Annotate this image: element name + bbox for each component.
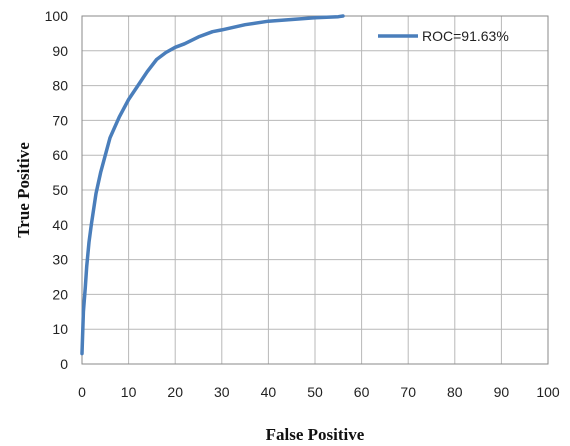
- y-tick-label: 0: [60, 356, 68, 372]
- y-tick-label: 20: [52, 286, 68, 302]
- y-tick-label: 70: [52, 112, 68, 128]
- y-tick-label: 90: [52, 43, 68, 59]
- y-tick-label: 60: [52, 147, 68, 163]
- x-tick-label: 70: [400, 384, 416, 400]
- x-tick-label: 0: [78, 384, 86, 400]
- y-axis-ticks: 0 10 20 30 40 50 60 70 80 90 100: [45, 8, 69, 372]
- x-tick-label: 90: [494, 384, 510, 400]
- x-tick-label: 10: [121, 384, 137, 400]
- x-tick-label: 50: [307, 384, 323, 400]
- legend-label: ROC=91.63%: [422, 28, 509, 44]
- x-tick-label: 80: [447, 384, 463, 400]
- x-tick-label: 40: [261, 384, 277, 400]
- y-axis-title: True Positive: [14, 142, 33, 238]
- x-tick-label: 60: [354, 384, 370, 400]
- legend: ROC=91.63%: [378, 28, 509, 44]
- x-tick-label: 100: [536, 384, 560, 400]
- x-tick-label: 20: [167, 384, 183, 400]
- series-line-0: [80, 14, 345, 356]
- series-layer: [80, 14, 345, 356]
- y-tick-label: 100: [45, 8, 69, 24]
- y-tick-label: 10: [52, 321, 68, 337]
- y-tick-label: 50: [52, 182, 68, 198]
- y-tick-label: 40: [52, 217, 68, 233]
- y-tick-label: 80: [52, 78, 68, 94]
- x-axis-ticks: 0 10 20 30 40 50 60 70 80 90 100: [78, 384, 560, 400]
- x-axis-title: False Positive: [266, 425, 365, 444]
- y-tick-label: 30: [52, 252, 68, 268]
- x-tick-label: 30: [214, 384, 230, 400]
